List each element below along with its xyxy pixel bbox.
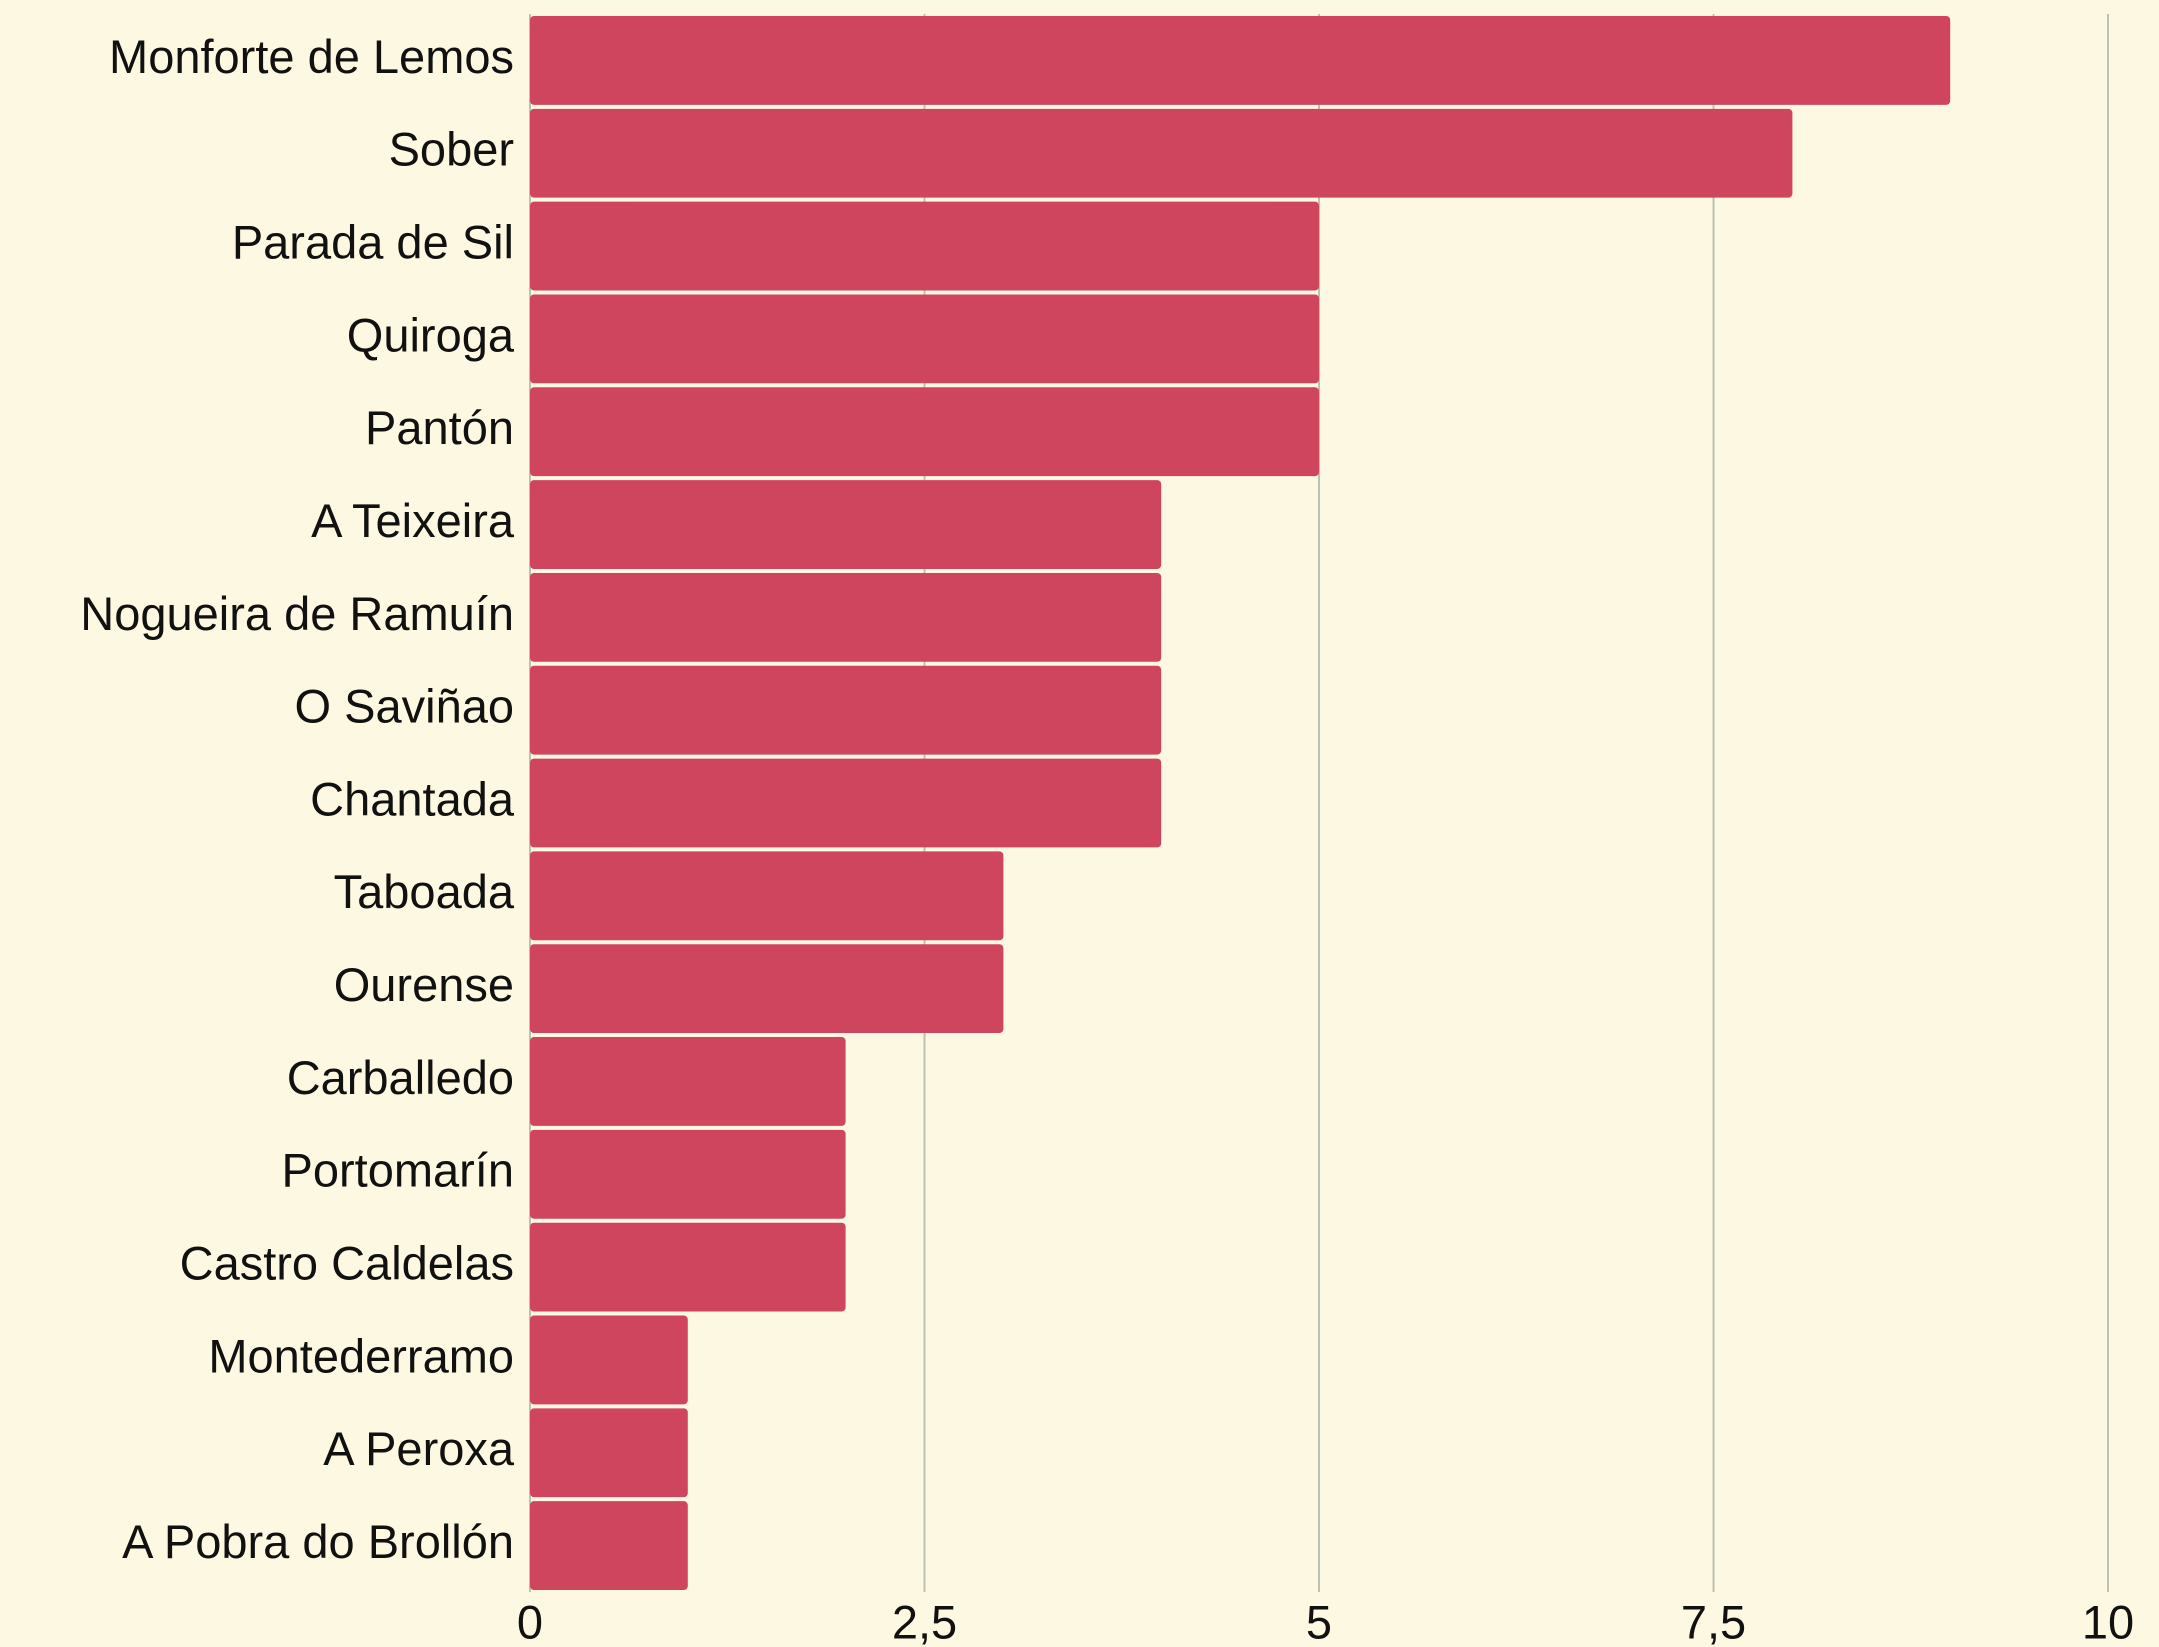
y-tick-label: Chantada [310, 772, 515, 825]
x-tick-label: 5 [1306, 1595, 1332, 1647]
bar [530, 665, 1162, 755]
y-tick-label: Parada de Sil [232, 215, 514, 268]
y-tick-label: A Teixeira [311, 494, 515, 547]
bar [530, 1501, 688, 1590]
x-tick-label: 2,5 [892, 1595, 957, 1647]
x-tick-label: 7,5 [1681, 1595, 1746, 1647]
bar [530, 480, 1162, 569]
bar [530, 16, 1951, 105]
bar [530, 572, 1162, 662]
y-tick-label: Nogueira de Ramuín [80, 587, 514, 640]
y-tick-label: Monforte de Lemos [109, 30, 514, 83]
bar [530, 851, 1004, 941]
bar [530, 944, 1004, 1034]
bar [530, 1129, 846, 1219]
y-tick-label: Ourense [334, 958, 514, 1011]
bar [530, 1408, 688, 1498]
bar [530, 1037, 846, 1126]
y-tick-label: Sober [389, 123, 514, 176]
bar [530, 758, 1162, 848]
bar [530, 1315, 688, 1405]
bar [530, 108, 1793, 198]
bar [530, 201, 1319, 291]
bar [530, 387, 1319, 477]
y-tick-label: Portomarín [282, 1144, 514, 1197]
x-tick-label: 10 [2082, 1595, 2134, 1647]
x-tick-label: 0 [517, 1595, 543, 1647]
y-tick-label: A Pobra do Brollón [122, 1515, 514, 1568]
y-tick-label: Pantón [365, 401, 514, 454]
y-tick-label: A Peroxa [323, 1422, 515, 1475]
bar [530, 294, 1319, 384]
y-tick-label: Taboada [334, 865, 515, 918]
y-tick-label: O Saviñao [295, 680, 514, 733]
bar [530, 1222, 846, 1312]
y-tick-label: Montederramo [208, 1329, 514, 1382]
y-tick-label: Castro Caldelas [180, 1237, 514, 1290]
y-tick-label: Carballedo [287, 1051, 514, 1104]
y-tick-label: Quiroga [347, 308, 515, 361]
